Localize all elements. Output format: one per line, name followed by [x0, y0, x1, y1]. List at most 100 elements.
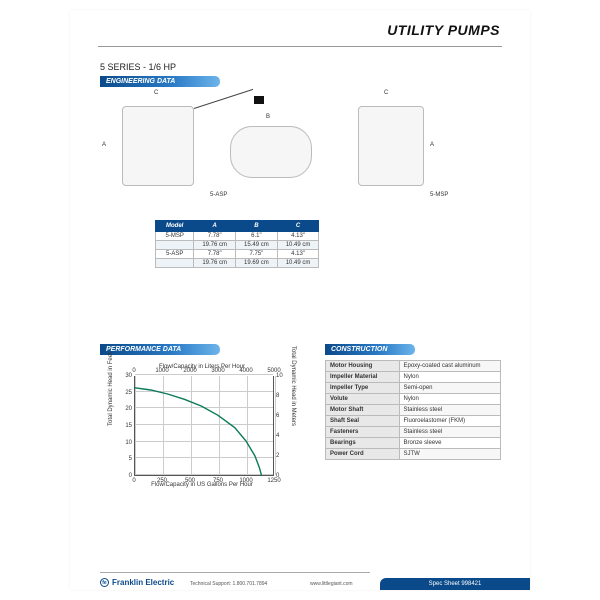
footer-spec-bar: Spec Sheet 998421	[380, 578, 530, 590]
spec-sheet-page: UTILITY PUMPS 5 SERIES - 1/6 HP ENGINEER…	[70, 10, 530, 590]
drawing-top-view	[230, 126, 312, 178]
spec-key: Motor Shaft	[326, 405, 400, 416]
table-cell: 15.49 cm	[236, 241, 278, 250]
spec-value: SJTW	[399, 449, 501, 460]
chart-xtick-bottom: 500	[182, 478, 198, 484]
table-row: 19.76 cm15.49 cm10.49 cm	[156, 241, 319, 250]
drawing-plug	[254, 96, 264, 104]
table-cell: 5-ASP	[156, 250, 194, 259]
spec-key: Fasteners	[326, 427, 400, 438]
chart-ytick-right: 2	[276, 453, 279, 459]
dim-label-c-left: C	[154, 90, 158, 96]
section-bar-performance: PERFORMANCE DATA	[100, 344, 220, 355]
table-row: Impeller MaterialNylon	[326, 372, 501, 383]
chart-ytick-right: 8	[276, 393, 279, 399]
footer: fe Franklin Electric Technical Support: …	[70, 568, 530, 590]
table-cell: 19.76 cm	[194, 241, 236, 250]
footer-support: Technical Support: 1.800.701.7894	[190, 581, 267, 587]
spec-value: Nylon	[399, 372, 501, 383]
drawing-label-5asp: 5-ASP	[210, 192, 227, 198]
dim-col-header: B	[236, 221, 278, 232]
drawing-power-cord	[194, 89, 253, 109]
section-bar-engineering: ENGINEERING DATA	[100, 76, 220, 87]
table-cell: 7.78"	[194, 250, 236, 259]
chart-xtick-top: 0	[124, 368, 144, 374]
spec-key: Volute	[326, 394, 400, 405]
spec-value: Nylon	[399, 394, 501, 405]
spec-value: Semi-open	[399, 383, 501, 394]
spec-value: Stainless steel	[399, 405, 501, 416]
chart-ytick-right: 0	[276, 473, 279, 479]
dim-col-header: C	[277, 221, 319, 232]
page-title: UTILITY PUMPS	[387, 22, 500, 38]
chart-ytick: 30	[120, 373, 132, 401]
engineering-drawings: A C B C A 5-ASP 5-MSP	[100, 92, 500, 212]
chart-xtick-top: 2000	[180, 368, 200, 374]
table-cell: 10.49 cm	[277, 259, 319, 268]
table-cell: 4.13"	[277, 250, 319, 259]
table-row: Motor HousingEpoxy-coated cast aluminum	[326, 361, 501, 372]
table-row: VoluteNylon	[326, 394, 501, 405]
chart-ylabel-right: Total Dynamic Head in Meters	[290, 346, 296, 426]
table-row: Motor ShaftStainless steel	[326, 405, 501, 416]
dim-label-b: B	[266, 114, 270, 120]
dim-col-header: Model	[156, 221, 194, 232]
table-row: Impeller TypeSemi-open	[326, 383, 501, 394]
chart-ytick-right: 10	[276, 373, 283, 379]
spec-key: Power Cord	[326, 449, 400, 460]
table-cell	[156, 241, 194, 250]
table-cell: 6.1"	[236, 232, 278, 241]
dim-label-c-right: C	[384, 90, 388, 96]
dim-label-a-left: A	[102, 142, 106, 148]
table-cell: 5-MSP	[156, 232, 194, 241]
chart-xtick-bottom: 1000	[238, 478, 254, 484]
drawing-label-5msp: 5-MSP	[430, 192, 448, 198]
brand-logo: fe Franklin Electric	[100, 578, 174, 587]
footer-rule	[100, 572, 370, 573]
chart-xtick-bottom: 250	[154, 478, 170, 484]
brand-icon: fe	[100, 578, 109, 587]
performance-chart: Flow/Capacity in Liters Per Hour Flow/Ca…	[112, 368, 292, 498]
table-cell: 19.69 cm	[236, 259, 278, 268]
dim-col-header: A	[194, 221, 236, 232]
chart-xtick-bottom: 750	[210, 478, 226, 484]
chart-xtick-bottom: 1250	[266, 478, 282, 484]
table-row: FastenersStainless steel	[326, 427, 501, 438]
spec-value: Stainless steel	[399, 427, 501, 438]
dim-label-a-right: A	[430, 142, 434, 148]
spec-value: Epoxy-coated cast aluminum	[399, 361, 501, 372]
footer-site: www.littlegiant.com	[310, 581, 353, 587]
chart-xtick-top: 1000	[152, 368, 172, 374]
spec-value: Bronze sleeve	[399, 438, 501, 449]
spec-key: Impeller Material	[326, 372, 400, 383]
table-cell: 19.76 cm	[194, 259, 236, 268]
table-row: 19.76 cm19.69 cm10.49 cm	[156, 259, 319, 268]
table-row: 5-ASP7.78"7.75"4.13"	[156, 250, 319, 259]
table-cell	[156, 259, 194, 268]
chart-xtick-top: 4000	[236, 368, 256, 374]
spec-key: Bearings	[326, 438, 400, 449]
drawing-front-view	[122, 106, 194, 186]
spec-key: Impeller Type	[326, 383, 400, 394]
chart-ylabel-left: Total Dynamic Head in Feet	[108, 352, 114, 426]
chart-ytick-right: 6	[276, 413, 279, 419]
chart-ytick-right: 4	[276, 433, 279, 439]
construction-table: Motor HousingEpoxy-coated cast aluminumI…	[325, 360, 501, 460]
dimensions-table: ModelABC 5-MSP7.78"6.1"4.13"19.76 cm15.4…	[155, 220, 319, 268]
chart-xtick-bottom: 0	[126, 478, 142, 484]
chart-curve	[134, 376, 274, 476]
table-cell: 4.13"	[277, 232, 319, 241]
spec-key: Shaft Seal	[326, 416, 400, 427]
table-row: BearingsBronze sleeve	[326, 438, 501, 449]
section-bar-construction: CONSTRUCTION	[325, 344, 415, 355]
chart-xtick-top: 3000	[208, 368, 228, 374]
drawing-side-view	[358, 106, 424, 186]
brand-name: Franklin Electric	[112, 578, 174, 587]
spec-value: Fluoroelastomer (FKM)	[399, 416, 501, 427]
table-cell: 7.75"	[236, 250, 278, 259]
table-row: Shaft SealFluoroelastomer (FKM)	[326, 416, 501, 427]
chart-series-line	[134, 388, 262, 476]
table-cell: 7.78"	[194, 232, 236, 241]
table-cell: 10.49 cm	[277, 241, 319, 250]
spec-key: Motor Housing	[326, 361, 400, 372]
